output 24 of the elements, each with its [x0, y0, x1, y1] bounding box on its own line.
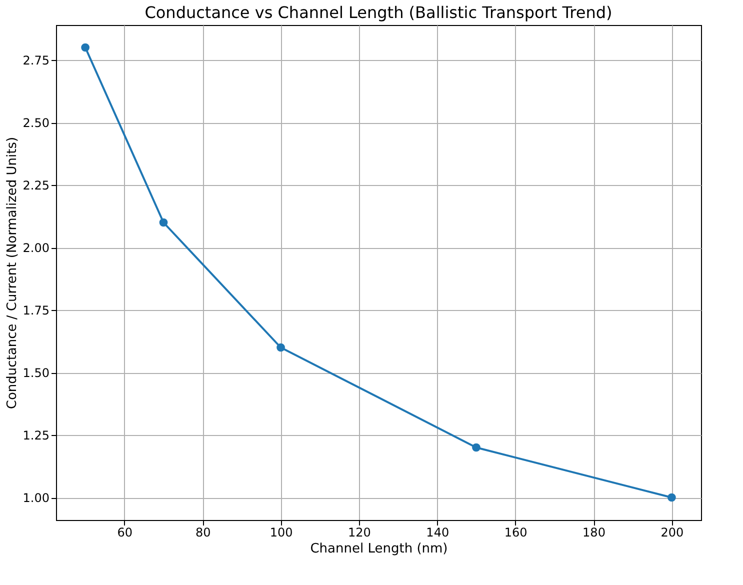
point: [81, 43, 90, 52]
x-tick-label: 100: [270, 526, 293, 540]
x-tick-label: 140: [426, 526, 450, 540]
x-tick-label: 200: [660, 526, 684, 540]
point: [668, 493, 676, 502]
point: [472, 443, 480, 452]
y-tick-label: 1.25: [22, 428, 50, 442]
y-tick-label: 1.75: [22, 304, 50, 318]
y-axis-title: Conductance / Current (Normalized Units): [4, 136, 20, 410]
y-tick-label: 2.75: [22, 54, 50, 68]
y-tick-label: 2.50: [22, 116, 50, 130]
y-tick-label: 1.00: [22, 491, 50, 505]
x-tick-label: 180: [582, 526, 606, 540]
point: [276, 343, 285, 352]
point: [159, 218, 168, 227]
y-tick-label: 1.50: [22, 366, 50, 380]
x-tick-label: 80: [195, 526, 211, 540]
x-axis-title: Channel Length (nm): [310, 542, 448, 556]
x-tick-label: 160: [504, 526, 528, 540]
chart-title: Conductance vs Channel Length (Ballistic Transport Trend): [144, 3, 612, 22]
x-tick-label: 120: [348, 526, 371, 540]
x-tick-label: 60: [117, 526, 133, 540]
y-tick-label: 2.00: [22, 241, 50, 255]
y-tick-label: 2.25: [22, 178, 50, 192]
